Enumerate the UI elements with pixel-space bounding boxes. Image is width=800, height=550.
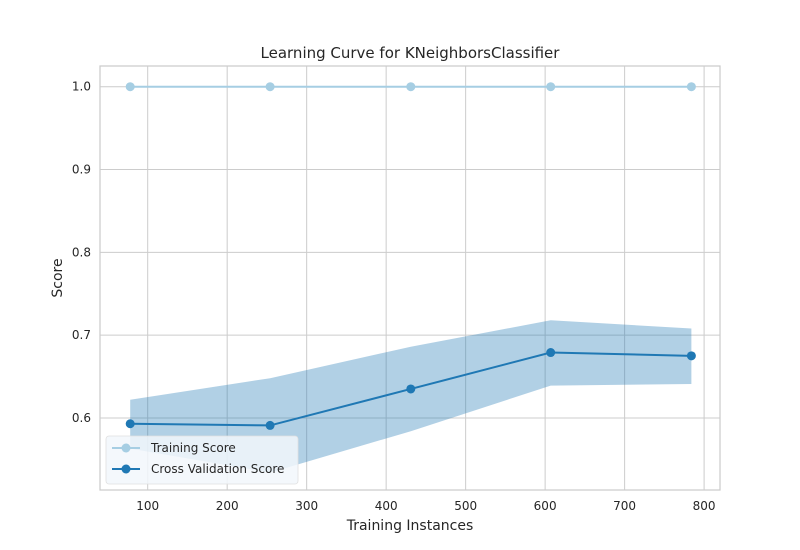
x-tick-label: 700 [613, 499, 636, 513]
point-cv [546, 348, 556, 358]
tick-labels: 100 200 300 400 500 600 700 800 0.6 0.7 0.8 0.9 1.0 [72, 80, 716, 513]
x-tick-label: 600 [534, 499, 557, 513]
legend-label-cv: Cross Validation Score [151, 462, 284, 476]
legend-marker-training [121, 443, 131, 453]
point-cv [265, 420, 275, 430]
band-cv [130, 320, 692, 473]
point-training [546, 82, 556, 92]
series-points [125, 82, 696, 430]
y-tick-label: 0.8 [72, 245, 91, 259]
legend-label-training: Training Score [150, 441, 236, 455]
point-training [406, 82, 416, 92]
y-tick-label: 0.6 [72, 411, 91, 425]
chart-title: Learning Curve for KNeighborsClassifier [261, 44, 561, 62]
x-tick-label: 500 [454, 499, 477, 513]
x-tick-label: 100 [136, 499, 159, 513]
legend-box [105, 435, 299, 485]
confidence-bands [130, 320, 692, 473]
x-tick-label: 300 [295, 499, 318, 513]
point-cv [125, 419, 135, 429]
legend-marker-cv [121, 464, 131, 474]
point-cv [686, 351, 696, 361]
x-tick-label: 800 [693, 499, 716, 513]
legend: Training Score Cross Validation Score [105, 435, 299, 485]
point-training [686, 82, 696, 92]
y-tick-label: 0.9 [72, 163, 91, 177]
plot-frame [99, 65, 721, 491]
x-tick-label: 200 [216, 499, 239, 513]
point-cv [406, 384, 416, 394]
y-tick-label: 1.0 [72, 80, 91, 94]
point-training [125, 82, 135, 92]
x-tick-label: 400 [375, 499, 398, 513]
point-training [265, 82, 275, 92]
y-tick-label: 0.7 [72, 328, 91, 342]
y-axis-label: Score [50, 258, 66, 297]
x-axis-label: Training Instances [346, 518, 474, 534]
